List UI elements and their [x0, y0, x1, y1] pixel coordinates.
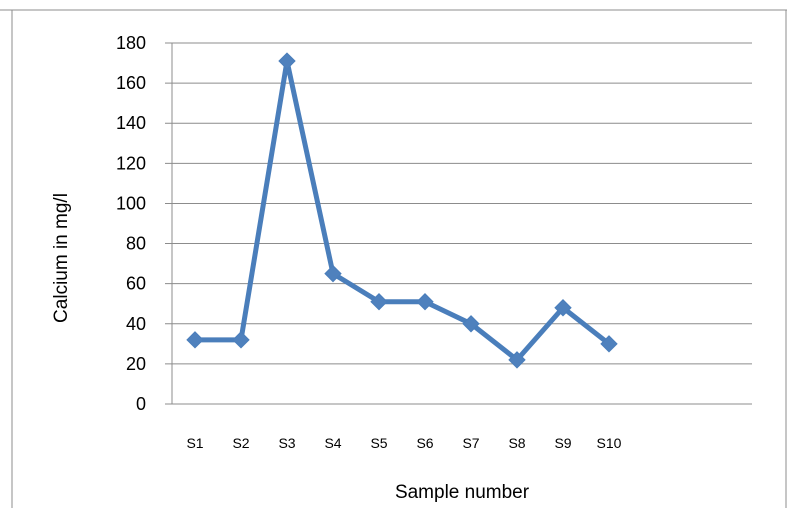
- series-group: [186, 52, 618, 369]
- x-axis-label: Sample number: [395, 482, 530, 503]
- x-tick-label: S4: [324, 435, 341, 451]
- y-tick-labels: 0 20 40 60 80 100 120 140 160 180: [116, 33, 146, 414]
- x-tick-label: S5: [370, 435, 387, 451]
- y-tick-label: 140: [116, 113, 146, 133]
- x-tick-label: S2: [232, 435, 249, 451]
- y-tick-label: 40: [126, 314, 146, 334]
- x-tick-labels: S1 S2 S3 S4 S5 S6 S7 S8 S9 S10: [186, 435, 621, 451]
- x-tick-label: S6: [416, 435, 433, 451]
- gridlines: [165, 42, 752, 405]
- x-tick-label: S8: [508, 435, 525, 451]
- y-tick-label: 100: [116, 193, 146, 213]
- y-tick-label: 20: [126, 354, 146, 374]
- data-point-marker: [324, 264, 342, 283]
- data-point-marker: [186, 331, 204, 349]
- data-point-marker: [232, 331, 250, 349]
- x-tick-label: S1: [186, 435, 203, 451]
- y-tick-label: 60: [126, 274, 146, 294]
- y-tick-label: 80: [126, 234, 146, 254]
- y-axis-label: Calcium in mg/l: [51, 193, 72, 323]
- data-point-marker: [554, 299, 572, 317]
- x-tick-label: S7: [462, 435, 479, 451]
- data-point-marker: [278, 52, 296, 70]
- x-tick-label: S3: [278, 435, 295, 451]
- data-point-marker: [416, 293, 434, 311]
- x-tick-label: S10: [597, 435, 622, 451]
- series-line: [192, 58, 612, 363]
- data-point-marker: [600, 335, 618, 353]
- data-point-marker: [508, 351, 526, 369]
- x-tick-label: S9: [554, 435, 571, 451]
- data-point-marker: [462, 315, 480, 333]
- y-tick-label: 180: [116, 33, 146, 53]
- data-point-marker: [370, 293, 388, 311]
- y-tick-label: 0: [136, 394, 146, 414]
- y-tick-label: 120: [116, 153, 146, 173]
- y-tick-label: 160: [116, 73, 146, 93]
